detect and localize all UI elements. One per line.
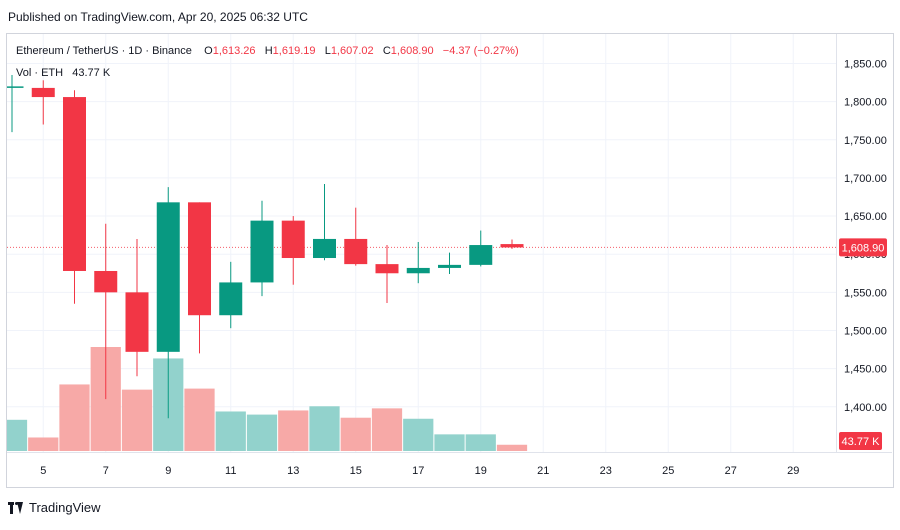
volume-bars [7, 347, 528, 451]
last-price-badge [839, 238, 887, 257]
footer-brand: TradingView [29, 500, 101, 515]
volume-bar [28, 437, 59, 451]
time-tick-label: 11 [225, 465, 236, 477]
price-tick-label: 1,800.00 [844, 97, 887, 109]
time-tick-label: 27 [725, 465, 737, 477]
close-value: 1,608.90 [390, 45, 434, 57]
candle-body [219, 282, 243, 316]
candlestick-series [7, 74, 524, 419]
tradingview-logo-icon [8, 501, 24, 514]
candle-body [7, 86, 24, 88]
candle-body [63, 97, 86, 271]
volume-bar [371, 408, 403, 451]
candle-body [125, 292, 149, 352]
volume-bar [184, 388, 215, 451]
volume-value: 43.77 K [72, 67, 111, 79]
volume-bar [246, 414, 278, 451]
high-label: H [264, 45, 273, 57]
price-tick-label: 1,550.00 [844, 287, 887, 299]
volume-bar [278, 410, 309, 451]
volume-bar [121, 389, 153, 451]
price-tick-label: 1,850.00 [844, 59, 887, 71]
candle-body [31, 87, 55, 98]
time-tick-label: 9 [165, 465, 171, 477]
time-tick-label: 5 [40, 465, 46, 477]
price-tick-label: 1,500.00 [844, 325, 887, 337]
candle-body [406, 267, 430, 274]
candle-body [250, 220, 274, 283]
open-value: 1,613.26 [212, 45, 256, 57]
price-tick-label: 1,650.00 [844, 211, 887, 223]
volume-bar [340, 417, 371, 451]
volume-bar [215, 411, 246, 451]
volume-bar [465, 434, 496, 451]
low-value: 1,607.02 [330, 45, 374, 57]
time-tick-label: 15 [350, 465, 362, 477]
change-value: −4.37 (−0.27%) [442, 45, 519, 57]
close-label: C [382, 45, 391, 57]
volume-legend: Vol · ETH 43.77 K [16, 67, 110, 79]
candle-body [313, 238, 336, 259]
open-label: O [204, 45, 213, 57]
volume-bar [496, 444, 528, 451]
price-tick-label: 1,450.00 [844, 364, 887, 376]
volume-bar [434, 434, 465, 451]
volume-badge [839, 432, 882, 450]
candle-body [94, 270, 118, 293]
low-label: L [324, 45, 331, 57]
volume-bar [309, 406, 340, 451]
symbol-label: Ethereum / TetherUS · 1D · Binance [16, 45, 192, 57]
time-tick-label: 7 [103, 465, 109, 477]
volume-bar [7, 419, 28, 451]
time-tick-label: 29 [787, 465, 799, 477]
price-axis: 1,850.00 1,800.00 1,750.00 1,700.00 1,650.00… [844, 59, 887, 414]
price-tick-label: 1,400.00 [844, 402, 887, 414]
last-price-badge-label: 1,608.90 [842, 242, 885, 254]
volume-bar [403, 418, 434, 451]
volume-badge-label: 43.77 K [842, 436, 881, 448]
time-tick-label: 21 [537, 465, 549, 477]
time-tick-label: 13 [287, 465, 299, 477]
time-axis: 5 7 9 11 13 15 17 19 21 23 25 27 29 [40, 465, 799, 477]
price-tick-label: 1,750.00 [844, 135, 887, 147]
high-value: 1,619.19 [272, 45, 316, 57]
time-tick-label: 17 [412, 465, 424, 477]
candle-body [438, 264, 461, 268]
candle-body [156, 202, 180, 352]
candle-body [469, 245, 493, 265]
candle-body [344, 238, 368, 265]
time-tick-label: 25 [662, 465, 674, 477]
time-tick-label: 23 [600, 465, 612, 477]
published-caption: Published on TradingView.com, Apr 20, 20… [8, 10, 308, 24]
price-badges: 1,608.90 43.77 K [839, 238, 887, 450]
time-tick-label: 19 [475, 465, 487, 477]
candle-body [375, 264, 399, 274]
candle-body [500, 244, 524, 248]
volume-label: Vol · ETH [16, 67, 64, 79]
candle-body [188, 202, 211, 316]
tradingview-footer[interactable]: TradingView [8, 500, 101, 515]
ohlc-legend: Ethereum / TetherUS · 1D · Binance O1,61… [16, 45, 519, 57]
price-tick-label: 1,700.00 [844, 173, 887, 185]
candle-body [281, 220, 305, 259]
chart-grid [7, 34, 892, 453]
volume-bar [59, 384, 90, 451]
